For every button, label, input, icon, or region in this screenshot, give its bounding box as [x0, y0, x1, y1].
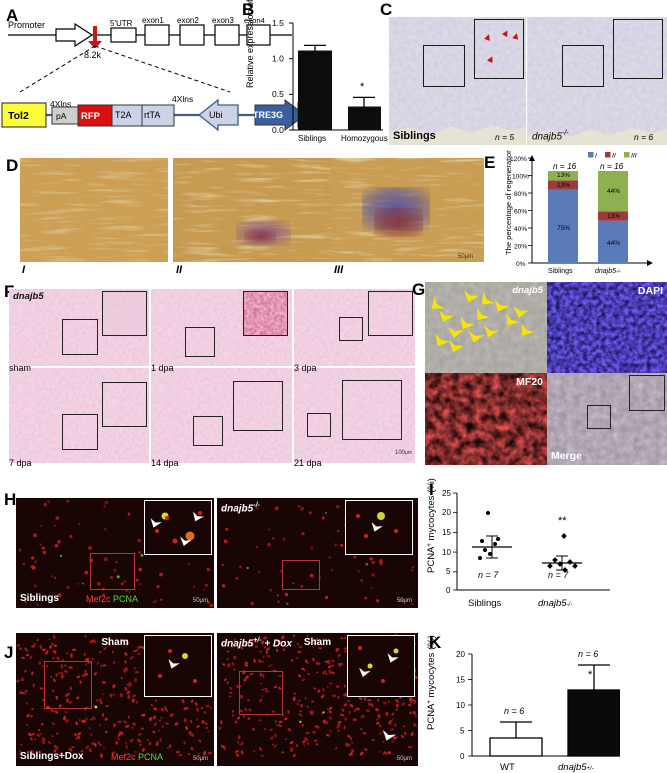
svg-text:60%: 60%: [514, 209, 527, 216]
svg-text:RFP: RFP: [81, 111, 101, 122]
svg-text:rtTA: rtTA: [144, 110, 160, 120]
svg-text:PCNA+ mycocytes (%): PCNA+ mycocytes (%): [426, 635, 437, 730]
svg-text:dnajb5-/-: dnajb5-/-: [538, 598, 572, 609]
svg-text:75%: 75%: [557, 225, 570, 232]
svg-text:40%: 40%: [514, 226, 527, 233]
svg-text:20%: 20%: [514, 244, 527, 251]
svg-text:Siblings: Siblings: [468, 598, 502, 609]
svg-text:0: 0: [460, 752, 465, 761]
svg-text:120%: 120%: [510, 156, 527, 163]
svg-text:dnajb5-/-: dnajb5-/-: [595, 268, 621, 275]
svg-text:5: 5: [446, 567, 451, 576]
svg-text:WT: WT: [500, 762, 515, 773]
svg-text:Promoter: Promoter: [8, 20, 45, 30]
svg-text:exon2: exon2: [177, 16, 199, 25]
svg-text:pA: pA: [56, 111, 67, 121]
svg-text:1.5: 1.5: [272, 18, 284, 28]
svg-text:0%: 0%: [516, 261, 526, 268]
svg-text:exon3: exon3: [212, 16, 234, 25]
svg-text:10: 10: [442, 548, 451, 557]
svg-text:44%: 44%: [607, 240, 620, 247]
svg-text:exon1: exon1: [142, 16, 164, 25]
svg-text:*: *: [588, 669, 593, 681]
svg-text:T2A: T2A: [115, 110, 132, 120]
svg-text:PCNA+ mycocytes (%): PCNA+ mycocytes (%): [426, 478, 437, 573]
svg-text:n = 16: n = 16: [600, 161, 624, 171]
svg-text:5'UTR: 5'UTR: [110, 19, 133, 28]
svg-text:44%: 44%: [607, 188, 620, 195]
svg-text:Siblings: Siblings: [548, 268, 573, 275]
svg-text:*: *: [360, 81, 365, 93]
svg-text:Siblings: Siblings: [298, 134, 326, 143]
svg-text:100%: 100%: [512, 174, 529, 181]
svg-text:n = 6: n = 6: [578, 649, 598, 659]
svg-text:I: I: [595, 153, 597, 160]
svg-text:1.0: 1.0: [272, 54, 284, 64]
svg-text:Relative expression of dnajb5: Relative expression of dnajb5: [245, 0, 255, 88]
svg-text:13%: 13%: [607, 213, 620, 220]
svg-text:II: II: [612, 153, 616, 160]
svg-text:13%: 13%: [557, 172, 570, 179]
svg-text:0: 0: [446, 586, 451, 595]
svg-text:15: 15: [442, 528, 451, 537]
svg-text:n = 7: n = 7: [478, 570, 499, 580]
svg-text:80%: 80%: [514, 191, 527, 198]
svg-text:8.2k: 8.2k: [84, 50, 102, 60]
svg-text:The percentage of regeneration: The percentage of regeneration: [504, 150, 513, 255]
svg-text:15: 15: [456, 676, 465, 685]
svg-text:13%: 13%: [557, 182, 570, 189]
svg-text:n = 6: n = 6: [504, 706, 524, 716]
svg-text:n = 7: n = 7: [548, 570, 569, 580]
svg-text:Ubi: Ubi: [209, 110, 223, 120]
svg-text:**: **: [558, 515, 567, 527]
svg-text:5: 5: [460, 727, 465, 736]
svg-text:Homozygous: Homozygous: [341, 134, 388, 143]
svg-text:dnajb5+/-: dnajb5+/-: [558, 762, 594, 773]
svg-text:10: 10: [456, 701, 465, 710]
svg-text:0.5: 0.5: [272, 89, 284, 99]
svg-text:20: 20: [442, 508, 451, 517]
svg-text:4Xlns: 4Xlns: [172, 95, 193, 104]
svg-text:0.0: 0.0: [272, 125, 284, 135]
svg-text:III: III: [631, 153, 637, 160]
svg-text:Tol2: Tol2: [8, 110, 29, 122]
svg-text:25: 25: [442, 489, 451, 498]
svg-text:20: 20: [456, 650, 465, 659]
svg-text:n = 16: n = 16: [553, 161, 577, 171]
